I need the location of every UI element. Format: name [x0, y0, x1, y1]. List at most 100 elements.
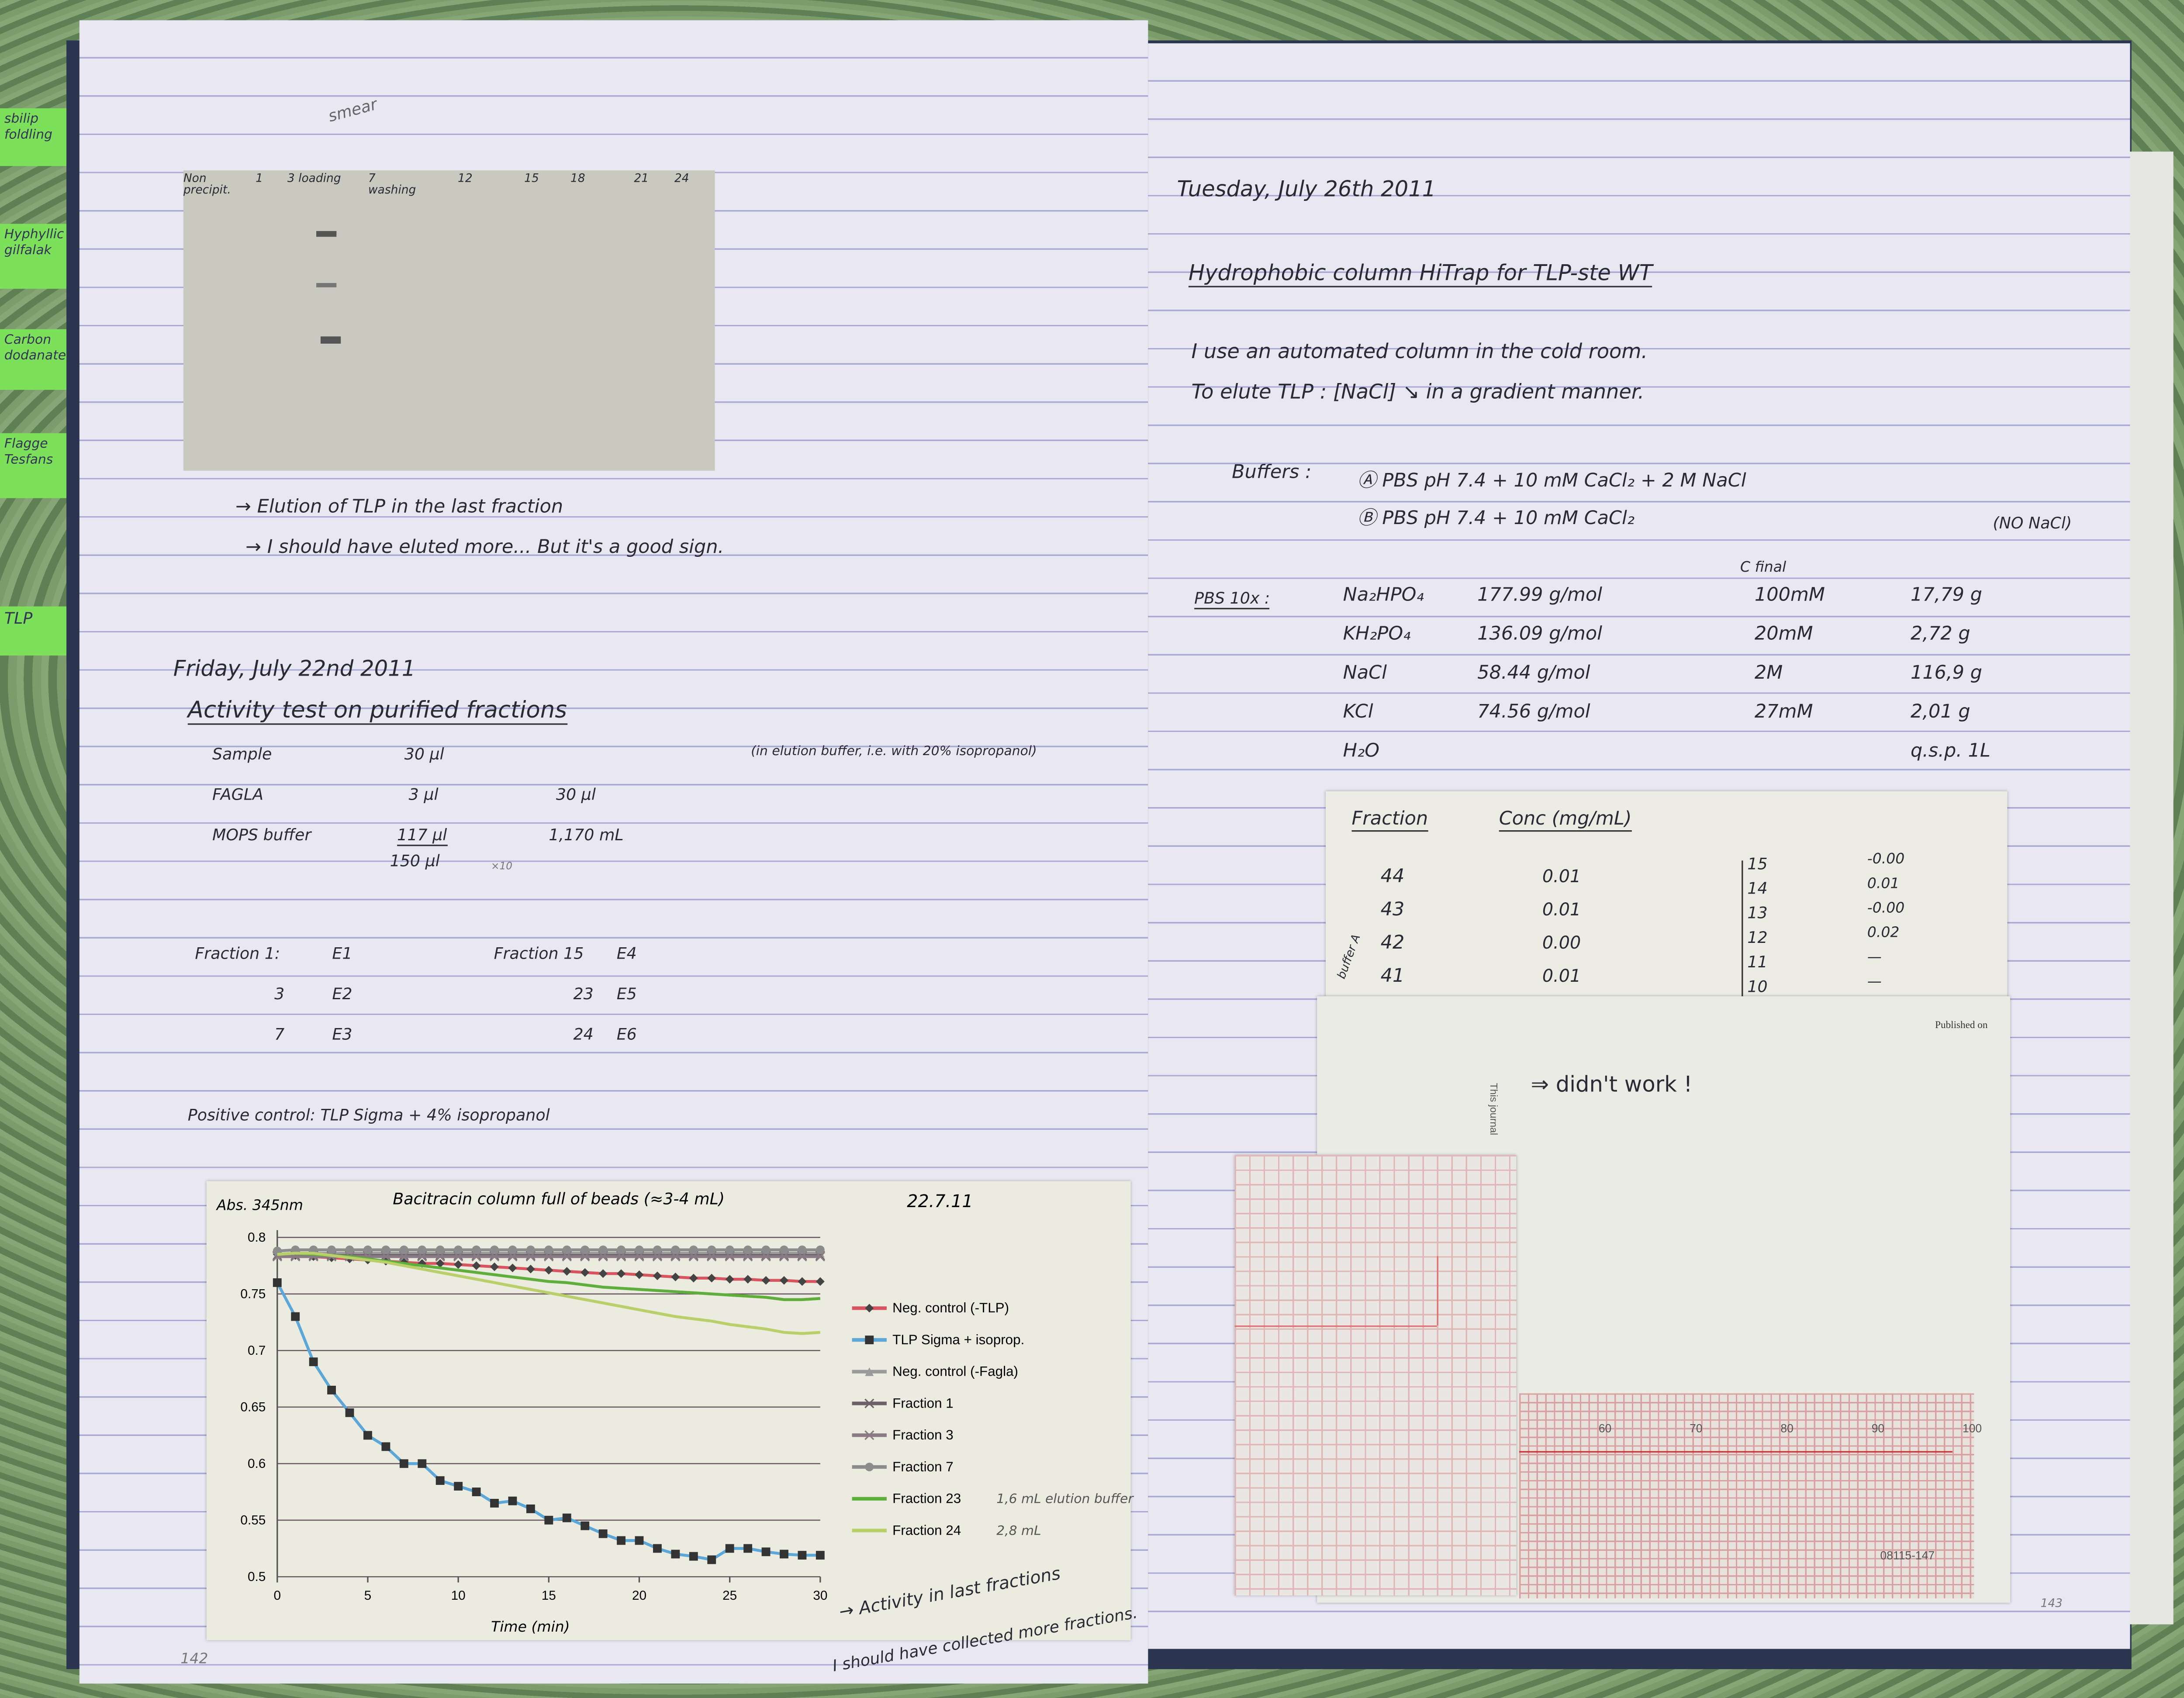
data-point [616, 1252, 626, 1262]
strip-tick: 100 [1962, 1422, 1982, 1436]
data-point [435, 1259, 445, 1268]
legend-label: Fraction 24 [892, 1522, 961, 1538]
legend-label: Fraction 23 [892, 1491, 961, 1506]
row-value: 30 µl [556, 785, 596, 804]
fraction-number: 43 [1380, 899, 1405, 921]
data-point [761, 1547, 771, 1556]
data-point [435, 1252, 445, 1262]
data-point [562, 1513, 571, 1522]
data-point [472, 1487, 481, 1496]
positive-control: Positive control: TLP Sigma + 4% isoprop… [187, 1106, 550, 1125]
data-point [327, 1245, 336, 1254]
legend-label: Fraction 3 [892, 1427, 954, 1443]
data-point [815, 1252, 825, 1262]
buffer-b: Ⓑ PBS pH 7.4 + 10 mM CaCl₂ [1357, 508, 1635, 530]
data-point [816, 1551, 825, 1560]
data-point [671, 1550, 680, 1559]
data-point [707, 1555, 716, 1564]
data-point [635, 1270, 644, 1279]
legend-label: Neg. control (-TLP) [892, 1300, 1009, 1315]
data-point [327, 1386, 336, 1394]
pbs-cell: 100mM [1754, 584, 1825, 607]
gel-lane-label: 3 loading [287, 172, 341, 185]
data-point [291, 1312, 300, 1321]
data-point [725, 1245, 734, 1254]
sticky-tab[interactable]: TLP [0, 606, 75, 656]
fraction-cell: Fraction 15 [494, 944, 584, 963]
data-point [490, 1262, 499, 1271]
legend-marker [865, 1336, 874, 1344]
series-line-7 [277, 1252, 821, 1335]
data-point [779, 1252, 789, 1262]
data-point [725, 1275, 734, 1284]
fraction-conc: 0.01 [1542, 966, 1581, 987]
legend-marker [865, 1367, 874, 1376]
fraction-number: 15 [1747, 855, 1768, 874]
divider [1742, 860, 1743, 1005]
data-point [598, 1252, 608, 1262]
strip-tick: 80 [1780, 1422, 1794, 1436]
x-tick-label: 30 [813, 1588, 827, 1603]
data-point [798, 1551, 807, 1560]
data-point [581, 1268, 590, 1277]
data-point [580, 1252, 590, 1262]
data-point [471, 1252, 481, 1262]
data-point [508, 1252, 518, 1262]
fraction-number: 42 [1380, 932, 1405, 955]
chart-date: 22.7.11 [907, 1191, 973, 1211]
page-edges [2122, 152, 2174, 1625]
data-point [490, 1245, 499, 1254]
data-point [598, 1245, 608, 1254]
trace-line [1234, 1325, 1437, 1327]
pbs-cell: 2M [1754, 663, 1783, 685]
data-point [635, 1536, 644, 1545]
data-point [652, 1252, 663, 1262]
data-point [707, 1245, 716, 1254]
data-point [797, 1252, 807, 1262]
data-point [544, 1515, 553, 1525]
pbs-cell: KCl [1343, 701, 1373, 724]
strip-code: 08115-147 [1880, 1549, 1935, 1563]
data-point [309, 1357, 318, 1367]
y-tick-label: 0.55 [240, 1513, 266, 1528]
data-point [689, 1245, 698, 1254]
data-point [508, 1263, 517, 1273]
fraction-cell: 24 [573, 1025, 594, 1044]
pbs-cell: 20mM [1754, 624, 1813, 645]
data-point [562, 1245, 571, 1254]
fraction-conc: 0.02 [1867, 925, 1900, 942]
fraction-number: 14 [1747, 879, 1768, 898]
data-point [526, 1245, 535, 1254]
gel-lane-label: 18 [570, 172, 585, 185]
data-point [707, 1252, 717, 1262]
gel-lane-label: 12 [458, 172, 473, 185]
fraction-cell: 7 [274, 1025, 285, 1044]
y-axis-label: Abs. 345nm [216, 1197, 303, 1214]
fraction-cell: 23 [573, 984, 594, 1004]
data-point [707, 1274, 716, 1283]
data-point [581, 1521, 590, 1530]
fraction-cell: E3 [332, 1025, 352, 1044]
data-point [780, 1245, 788, 1254]
fraction-conc: 0.01 [1542, 899, 1581, 920]
x-tick-label: 15 [542, 1588, 556, 1603]
strip-tick: 60 [1598, 1422, 1612, 1436]
fraction-number: 10 [1747, 977, 1768, 997]
x-tick-label: 0 [273, 1588, 281, 1603]
data-point [743, 1275, 753, 1284]
column-header: Fraction [1351, 808, 1428, 832]
data-point [525, 1252, 536, 1262]
row-label: FAGLA [212, 785, 264, 804]
legend-marker [865, 1463, 874, 1471]
data-point [725, 1252, 735, 1262]
pbs-cell: q.s.p. 1L [1910, 741, 1990, 763]
data-point [688, 1252, 698, 1262]
data-point [472, 1245, 481, 1254]
pbs-cell: 17,79 g [1910, 584, 1982, 607]
data-point [581, 1245, 590, 1254]
data-point [454, 1260, 463, 1269]
data-point [743, 1252, 753, 1262]
data-point [399, 1245, 408, 1254]
pbs-cell: 58.44 g/mol [1477, 663, 1590, 685]
